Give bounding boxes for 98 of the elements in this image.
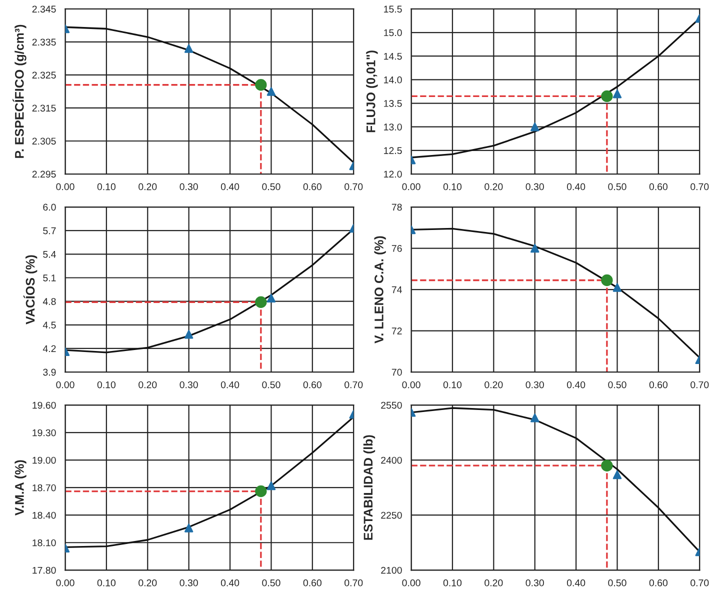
- y-tick-label: 2.335: [32, 38, 56, 46]
- x-tick-label: 0.00: [56, 579, 74, 586]
- x-tick-label: 0.10: [97, 183, 116, 190]
- y-tick-label: 2.295: [32, 170, 56, 178]
- y-tick-label: 5.4: [43, 251, 56, 258]
- y-tick-label: 5.1: [43, 274, 56, 282]
- y-tick-label: 18.10: [32, 539, 56, 546]
- x-tick-label: 0.60: [649, 381, 668, 388]
- y-tick-label: 2.325: [32, 72, 56, 79]
- y-tick-label: 2100: [381, 566, 402, 574]
- x-tick-label: 0.50: [262, 381, 280, 388]
- point: [255, 79, 267, 91]
- x-tick-label: 0.30: [526, 579, 544, 586]
- x-tick-label: 0.30: [526, 183, 544, 190]
- x-tick-label: 0.20: [138, 579, 157, 586]
- x-tick-label: 0.20: [138, 183, 157, 190]
- y-tick-label: 17.80: [32, 566, 56, 574]
- x-tick-label: 0.00: [56, 183, 74, 190]
- y-tick-label: 2.315: [32, 104, 56, 112]
- point: [601, 460, 613, 472]
- y-tick-label: 3.9: [43, 368, 56, 376]
- y-tick-label: 19.60: [32, 402, 56, 409]
- x-tick-label: 0.30: [526, 381, 544, 388]
- x-tick-label: 0.30: [180, 381, 198, 388]
- y-tick-label: 2.345: [32, 6, 56, 13]
- y-tick-label: 70: [392, 368, 402, 376]
- y-axis-title: V. LLENO C.A. (%): [374, 236, 386, 344]
- x-tick-label: 0.50: [262, 183, 280, 190]
- y-tick-label: 15.0: [384, 29, 402, 36]
- x-tick-label: 0.00: [402, 579, 420, 586]
- y-tick-label: 14.5: [384, 52, 402, 60]
- y-tick-label: 2.305: [32, 138, 56, 145]
- x-tick-label: 0.10: [97, 381, 116, 388]
- y-tick-label: 4.5: [42, 322, 56, 329]
- x-tick-label: 0.60: [303, 183, 322, 190]
- x-tick-label: 0.40: [220, 381, 240, 388]
- y-tick-label: 6.0: [43, 204, 56, 211]
- x-tick-label: 0.10: [443, 381, 462, 388]
- x-tick-label: 0.50: [608, 381, 626, 388]
- point: [255, 296, 267, 308]
- y-axis-title: P. ESPECÍFICO (g/cm³): [12, 24, 26, 158]
- y-tick-label: 76: [392, 245, 402, 252]
- y-tick-label: 5.7: [43, 227, 56, 234]
- x-tick-label: 0.60: [303, 579, 322, 586]
- x-tick-label: 0.50: [608, 183, 626, 190]
- point: [255, 485, 267, 498]
- y-tick-label: 12.0: [384, 170, 402, 178]
- y-tick-label: 19.00: [32, 456, 56, 464]
- x-tick-label: 0.00: [402, 183, 420, 190]
- x-tick-label: 0.40: [220, 579, 240, 586]
- y-tick-label: 13.5: [384, 100, 402, 107]
- x-tick-label: 0.60: [649, 183, 668, 190]
- x-tick-label: 0.40: [566, 183, 586, 190]
- x-tick-label: 0.70: [344, 381, 363, 388]
- y-tick-label: 18.70: [32, 484, 56, 492]
- x-tick-label: 0.20: [138, 381, 157, 388]
- x-tick-label: 0.20: [484, 381, 503, 388]
- x-tick-label: 0.70: [690, 183, 709, 190]
- y-tick-label: 19.30: [32, 429, 56, 436]
- point: [601, 90, 613, 102]
- y-tick-label: 2250: [381, 512, 402, 519]
- x-tick-label: 0.10: [97, 579, 116, 586]
- point: [601, 274, 613, 286]
- x-tick-label: 0.40: [566, 381, 586, 388]
- y-axis-title: FLUJO (0,01"): [366, 50, 378, 132]
- x-tick-label: 0.40: [566, 579, 586, 586]
- y-axis-title: ESTABILIDAD (lb): [363, 435, 376, 540]
- y-tick-label: 13.0: [384, 124, 402, 130]
- x-tick-label: 0.40: [220, 183, 240, 190]
- x-tick-label: 0.70: [690, 381, 709, 388]
- x-tick-label: 0.10: [443, 183, 462, 190]
- y-axis-title: V.M.A (%): [14, 460, 26, 516]
- x-tick-label: 0.20: [484, 183, 503, 190]
- y-tick-label: 14.0: [384, 76, 402, 84]
- x-tick-label: 0.30: [180, 183, 198, 190]
- x-tick-label: 0.70: [344, 579, 363, 586]
- x-tick-label: 0.20: [484, 579, 503, 586]
- y-axis-title: VACÍOS (%): [23, 255, 38, 324]
- x-tick-label: 0.60: [649, 579, 668, 586]
- y-tick-label: 2400: [381, 456, 402, 464]
- y-tick-label: 4.8: [42, 298, 56, 305]
- y-tick-label: 74: [392, 286, 402, 294]
- y-tick-label: 2550: [381, 402, 402, 409]
- y-tick-label: 12.5: [384, 147, 402, 154]
- x-tick-label: 0.60: [303, 381, 322, 388]
- y-tick-label: 4.2: [42, 345, 56, 352]
- x-tick-label: 0.50: [262, 579, 280, 586]
- x-tick-label: 0.50: [608, 579, 626, 586]
- x-tick-label: 0.00: [402, 381, 420, 388]
- x-tick-label: 0.00: [56, 381, 74, 388]
- x-tick-label: 0.70: [690, 579, 709, 586]
- y-tick-label: 18.40: [32, 512, 56, 519]
- y-tick-label: 78: [392, 204, 402, 211]
- y-tick-label: 72: [392, 328, 402, 334]
- y-tick-label: 15.5: [384, 6, 402, 13]
- x-tick-label: 0.70: [344, 183, 363, 190]
- x-tick-label: 0.10: [443, 579, 462, 586]
- x-tick-label: 0.30: [180, 579, 198, 586]
